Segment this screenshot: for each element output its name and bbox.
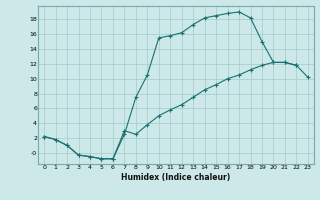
X-axis label: Humidex (Indice chaleur): Humidex (Indice chaleur) <box>121 173 231 182</box>
